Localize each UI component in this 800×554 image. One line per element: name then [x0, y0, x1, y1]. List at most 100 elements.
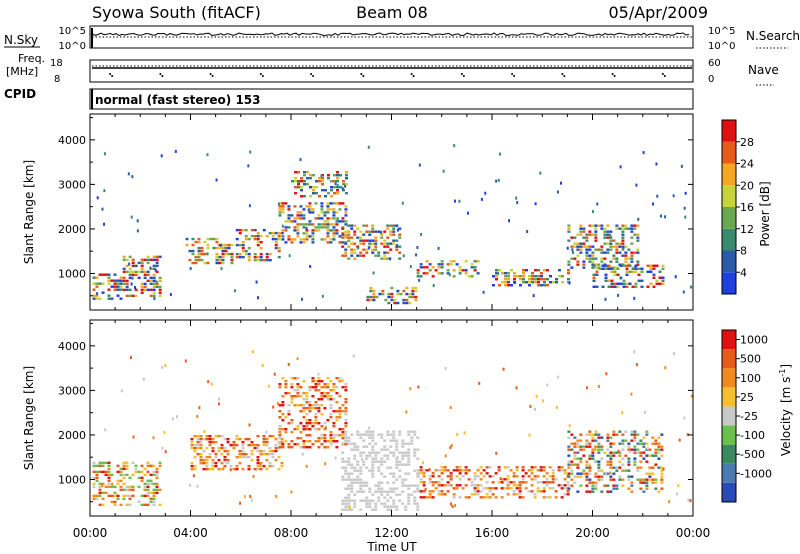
- velocity-echo-cell: [554, 496, 558, 499]
- freq-dip-point: [460, 73, 463, 75]
- power-echo-cell: [238, 228, 242, 232]
- power-echo-cell: [549, 281, 552, 284]
- power-echo-cell: [221, 252, 225, 256]
- power-echo-cell: [209, 237, 213, 241]
- power-echo-speck: [155, 280, 158, 284]
- velocity-echo-cell: [506, 493, 510, 496]
- velocity-echo-cell: [461, 469, 465, 472]
- power-echo-cell: [203, 261, 207, 265]
- velocity-echo-cell: [217, 467, 221, 471]
- power-echo-cell: [350, 224, 354, 227]
- velocity-echo-cell: [98, 494, 102, 498]
- power-echo-cell: [618, 245, 622, 248]
- time-tick-label: 00:00: [676, 526, 711, 540]
- velocity-echo-cell: [512, 472, 516, 475]
- power-echo-cell: [634, 282, 638, 285]
- velocity-echo-cell: [110, 500, 114, 504]
- power-echo-cell: [622, 264, 626, 267]
- velocity-echo-cell: [392, 490, 396, 493]
- velocity-colorbar-tick-label: 1000: [740, 334, 768, 347]
- velocity-echo-cell: [268, 446, 272, 450]
- velocity-echo-cell: [311, 395, 315, 398]
- velocity-echo-cell: [92, 494, 96, 498]
- velocity-echo-speck: [163, 431, 166, 435]
- velocity-echo-cell: [612, 454, 616, 457]
- velocity-echo-cell: [407, 463, 411, 466]
- velocity-echo-cell: [250, 452, 254, 456]
- velocity-echo-cell: [143, 467, 147, 471]
- velocity-echo-cell: [365, 454, 369, 457]
- power-echo-cell: [265, 234, 269, 238]
- velocity-echo-speck: [324, 426, 327, 430]
- velocity-echo-cell: [413, 502, 417, 505]
- velocity-echo-cell: [344, 505, 348, 508]
- power-echo-cell: [330, 186, 333, 189]
- power-colorbar-tick-label: 4: [740, 266, 747, 279]
- velocity-echo-cell: [458, 484, 462, 487]
- power-echo-cell: [640, 285, 644, 288]
- velocity-echo-speck: [290, 490, 293, 494]
- power-echo-cell: [92, 288, 96, 291]
- velocity-echo-cell: [317, 377, 321, 380]
- power-echo-cell: [350, 236, 354, 239]
- velocity-echo-cell: [624, 439, 628, 442]
- velocity-echo-cell: [425, 496, 429, 499]
- velocity-echo-cell: [600, 448, 604, 451]
- power-echo-speck: [683, 206, 686, 210]
- power-echo-cell: [588, 260, 592, 263]
- power-echo-cell: [302, 238, 306, 241]
- velocity-echo-cell: [585, 466, 589, 469]
- velocity-echo-cell: [365, 466, 369, 469]
- power-echo-cell: [305, 232, 309, 235]
- power-echo-cell: [498, 269, 501, 272]
- velocity-echo-cell: [422, 472, 426, 475]
- velocity-echo-cell: [428, 493, 432, 496]
- velocity-echo-cell: [347, 508, 351, 511]
- velocity-echo-cell: [660, 487, 664, 490]
- velocity-echo-cell: [452, 487, 456, 490]
- power-echo-cell: [345, 192, 348, 195]
- velocity-echo-cell: [627, 445, 631, 448]
- power-echo-cell: [390, 298, 394, 302]
- power-echo-cell: [371, 242, 375, 245]
- power-echo-cell: [122, 255, 126, 259]
- power-echo-cell: [95, 294, 99, 297]
- velocity-echo-speck: [541, 399, 544, 403]
- power-echo-cell: [627, 227, 631, 230]
- power-echo-cell: [218, 243, 222, 247]
- velocity-echo-cell: [362, 490, 366, 493]
- velocity-echo-speck: [189, 483, 192, 487]
- power-echo-cell: [92, 297, 96, 300]
- velocity-echo-cell: [410, 493, 414, 496]
- power-echo-cell: [375, 295, 379, 299]
- power-echo-cell: [247, 255, 251, 259]
- power-echo-cell: [470, 263, 474, 266]
- velocity-echo-cell: [440, 472, 444, 475]
- velocity-echo-cell: [208, 467, 212, 471]
- power-echo-cell: [309, 186, 312, 189]
- power-echo-cell: [492, 275, 495, 278]
- velocity-echo-cell: [636, 448, 640, 451]
- velocity-echo-cell: [290, 419, 294, 422]
- velocity-echo-cell: [287, 413, 291, 416]
- power-echo-cell: [158, 279, 162, 283]
- power-echo-speck: [516, 201, 519, 205]
- velocity-echo-cell: [290, 386, 294, 389]
- velocity-echo-cell: [101, 461, 105, 465]
- power-echo-speck: [484, 191, 487, 195]
- velocity-echo-cell: [335, 392, 339, 395]
- freq-label-line1: Freq.: [18, 52, 45, 65]
- power-echo-cell: [636, 233, 640, 236]
- velocity-echo-cell: [274, 449, 278, 453]
- power-echo-cell: [238, 252, 242, 256]
- power-echo-cell: [384, 298, 388, 302]
- velocity-echo-cell: [265, 443, 269, 447]
- velocity-echo-cell: [395, 463, 399, 466]
- velocity-echo-cell: [308, 422, 312, 425]
- velocity-echo-cell: [419, 472, 423, 475]
- velocity-echo-cell: [404, 472, 408, 475]
- velocity-echo-cell: [597, 448, 601, 451]
- power-echo-speck: [656, 194, 659, 198]
- power-echo-cell: [576, 242, 580, 245]
- velocity-echo-cell: [579, 460, 583, 463]
